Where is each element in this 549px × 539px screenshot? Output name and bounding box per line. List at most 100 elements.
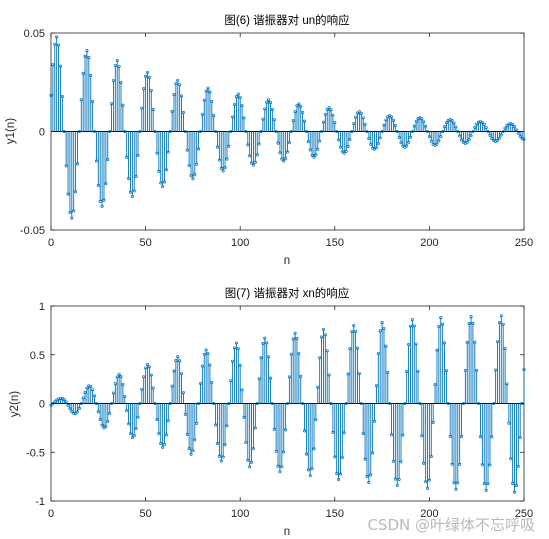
stem-marker [335,129,339,134]
stem-marker [420,434,424,438]
stem-marker [94,401,98,406]
stem-marker [127,176,131,181]
stem-marker [357,371,361,376]
stem-marker [499,133,503,137]
stem-marker [115,375,119,379]
stem-marker [253,426,257,430]
stem-marker [338,145,343,149]
stem-marker [246,458,250,462]
stem-marker [473,340,477,344]
stem-marker [344,401,348,406]
stem-marker [168,129,172,134]
stem-marker [518,435,522,440]
stem-marker [257,377,261,381]
stem-marker [206,351,210,356]
stem-marker [170,109,174,113]
stem-marker [121,103,125,107]
stem-marker [100,204,104,208]
stem-marker [327,106,331,110]
stem-marker [113,63,117,68]
stem-marker [238,95,242,99]
stem-marker [437,139,441,143]
stem-marker [338,472,343,476]
stem-marker [85,49,89,53]
x-tick-label: 100 [231,508,249,520]
stem-marker [268,101,273,105]
stem-marker [431,420,435,425]
stem-marker [427,135,431,139]
stem-marker [202,98,206,102]
stem-marker [70,216,74,220]
stem-marker [130,436,134,440]
stem-marker [352,323,356,328]
stem-marker [159,181,163,185]
stem-marker [354,329,358,333]
stem-marker [51,63,55,67]
stem-marker [91,99,95,103]
stem-marker [490,136,494,141]
stem-marker [119,80,123,84]
stem-marker [323,333,327,337]
stem-marker [442,341,447,345]
stem-marker [232,103,237,107]
stem-marker [257,142,261,146]
stem-marker [159,441,163,446]
stem-marker [429,455,433,459]
stem-marker [327,373,331,377]
stem-marker [253,160,257,164]
stem-marker [399,460,403,464]
stem-marker [333,121,337,125]
stem-marker [106,420,110,424]
stem-marker [153,129,157,134]
stem-marker [151,107,155,111]
stem-marker [512,490,517,494]
stem-marker [234,341,238,345]
stem-marker [185,148,189,152]
stem-marker [514,483,518,488]
stem-marker [57,397,61,401]
stem-marker [318,356,322,360]
stem-marker [189,452,193,456]
stem-marker [187,164,191,168]
stem-marker [278,470,282,474]
stem-marker [401,433,405,437]
stem-marker [471,321,475,325]
stem-marker [352,122,356,126]
stem-marker [314,153,318,157]
stem-marker [391,459,396,463]
stem-marker [374,146,378,150]
stem-marker [164,433,168,437]
stem-marker [248,465,252,469]
stem-marker [197,401,201,406]
stem-marker [424,480,428,484]
stem-marker [285,150,290,154]
stem-marker [301,401,305,406]
chart-1-x-ticks: 0 50 100 150 200 250 [48,33,533,249]
stem-marker [316,385,320,389]
stem-marker [284,157,288,161]
stem-marker [232,346,237,350]
stem-marker [164,168,168,172]
stem-marker [229,379,233,383]
stem-marker [380,129,384,134]
stem-marker [386,370,390,374]
stem-marker [272,427,276,431]
stem-marker [227,144,231,148]
x-tick-label: 200 [420,508,438,520]
stem-marker [367,480,371,485]
stem-marker [49,93,53,97]
stem-marker [403,401,407,406]
stem-marker [354,115,358,119]
stem-marker [66,192,70,196]
stem-marker [178,83,182,87]
stem-marker [70,410,74,414]
stem-marker [123,394,127,399]
chart-1-stems [49,35,526,220]
stem-marker [195,162,199,166]
stem-marker [210,100,214,104]
stem-marker [355,346,360,350]
stem-marker [497,136,501,140]
stem-marker [461,401,466,406]
stem-marker [221,455,225,459]
stem-marker [388,401,392,406]
